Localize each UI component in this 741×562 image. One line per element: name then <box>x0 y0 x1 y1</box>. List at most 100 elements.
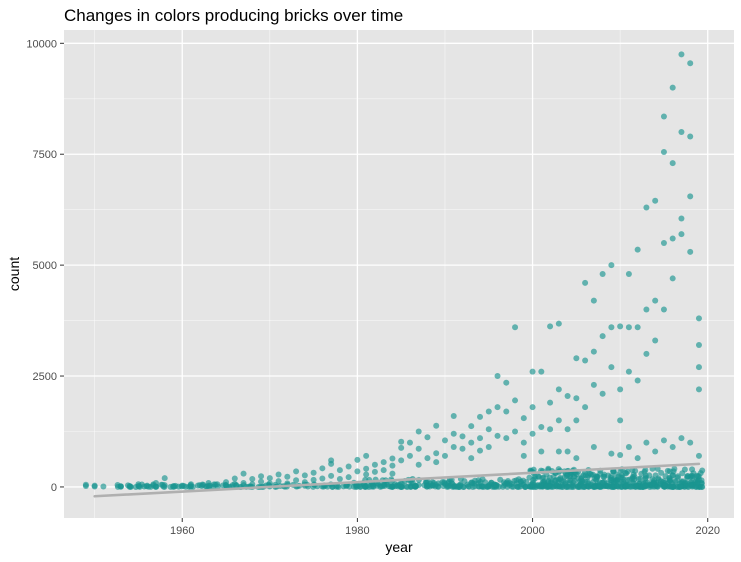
data-point <box>652 448 659 455</box>
data-point <box>380 467 387 474</box>
data-point <box>687 60 694 67</box>
data-point <box>231 475 238 482</box>
data-point <box>423 483 430 490</box>
data-point <box>415 461 422 468</box>
data-point <box>468 423 475 430</box>
data-point <box>652 337 659 344</box>
data-point <box>608 262 615 269</box>
data-point <box>328 472 335 479</box>
y-tick-label: 0 <box>51 482 57 494</box>
data-point <box>354 456 361 463</box>
data-point <box>669 444 676 451</box>
data-point <box>642 474 649 481</box>
x-axis-ticks: 1960 1980 2000 2020 <box>170 518 720 537</box>
data-point <box>477 447 484 454</box>
data-point <box>546 483 553 490</box>
data-point <box>161 475 168 482</box>
data-point <box>223 482 230 489</box>
data-point <box>634 377 641 384</box>
data-point <box>520 452 527 459</box>
data-point <box>687 482 694 489</box>
data-point <box>582 357 589 364</box>
trend-line <box>93 462 701 498</box>
data-point <box>625 324 632 331</box>
data-point <box>196 482 203 489</box>
data-point <box>398 444 405 451</box>
data-point <box>547 399 554 406</box>
data-point <box>669 235 676 242</box>
data-point <box>520 477 527 484</box>
data-point <box>328 460 335 467</box>
data-point <box>678 51 685 58</box>
data-point <box>538 368 545 375</box>
data-point <box>512 324 519 331</box>
data-point <box>695 341 702 348</box>
data-point <box>678 215 685 222</box>
data-point <box>380 459 387 466</box>
data-point <box>625 368 632 375</box>
data-point <box>590 444 597 451</box>
data-point <box>632 483 639 490</box>
data-point <box>415 445 422 452</box>
data-point <box>582 404 589 411</box>
data-point <box>258 473 265 480</box>
y-tick-label: 2500 <box>33 371 57 383</box>
data-point <box>660 239 667 246</box>
data-point <box>687 133 694 140</box>
data-point <box>433 422 440 429</box>
data-point <box>625 271 632 277</box>
data-point <box>640 480 647 487</box>
data-point <box>669 472 676 479</box>
data-point <box>319 475 326 482</box>
data-point <box>477 435 484 442</box>
data-point <box>677 483 684 490</box>
data-point <box>697 470 704 477</box>
data-point <box>144 482 151 489</box>
data-point <box>564 393 571 399</box>
data-point <box>687 248 694 255</box>
data-point <box>555 386 562 393</box>
data-point <box>468 455 475 462</box>
data-point <box>590 348 597 355</box>
data-point <box>441 437 448 444</box>
data-point <box>266 475 273 482</box>
y-tick-label: 10000 <box>26 38 57 50</box>
data-point <box>389 470 396 477</box>
data-point <box>674 473 681 480</box>
data-point <box>485 444 492 451</box>
data-point <box>573 417 580 424</box>
data-point <box>450 430 457 437</box>
data-point <box>424 434 431 441</box>
data-point <box>607 477 614 484</box>
data-point <box>346 483 353 490</box>
data-point <box>336 467 343 474</box>
data-point <box>658 469 665 476</box>
data-point <box>625 444 632 451</box>
data-point <box>82 481 89 488</box>
data-point <box>678 435 685 442</box>
x-tick-label: 2020 <box>695 525 719 537</box>
data-point <box>503 379 510 386</box>
data-point <box>672 479 679 486</box>
data-point <box>698 483 705 490</box>
data-point <box>590 381 597 388</box>
data-point <box>591 475 598 482</box>
data-point <box>599 271 606 277</box>
data-point <box>512 397 519 404</box>
data-point <box>557 483 564 490</box>
data-point <box>310 476 317 483</box>
data-point <box>695 386 702 393</box>
data-point <box>547 323 554 330</box>
data-point <box>179 482 186 489</box>
data-point <box>608 364 615 371</box>
data-point <box>494 404 501 411</box>
data-point <box>459 433 466 440</box>
data-point <box>377 483 384 490</box>
data-point <box>529 481 536 488</box>
data-point <box>310 469 317 476</box>
data-point <box>275 478 282 485</box>
data-point <box>477 478 484 485</box>
data-point <box>249 481 256 488</box>
data-point <box>695 452 702 459</box>
data-point <box>538 481 545 488</box>
